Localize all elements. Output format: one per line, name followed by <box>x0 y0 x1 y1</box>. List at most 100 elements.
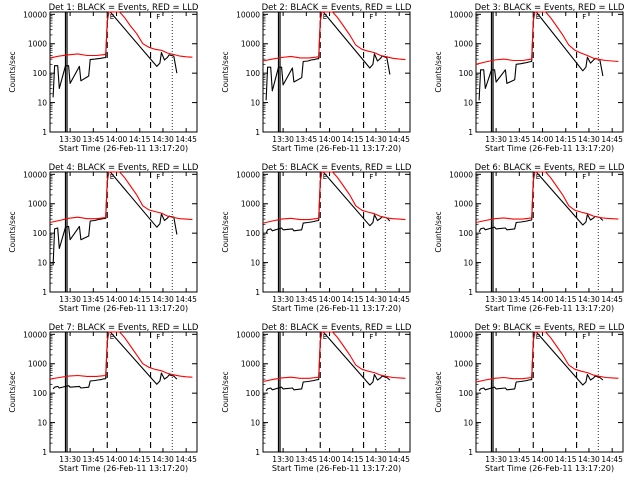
plot-frame <box>49 11 198 133</box>
y-tick-label: 10 <box>37 259 47 268</box>
x-tick-label: 14:30 <box>152 455 174 464</box>
annotation-E: E <box>536 333 540 341</box>
x-tick-label: 14:30 <box>578 455 600 464</box>
panel-title: Det 3: BLACK = Events, RED = LLD <box>475 3 625 13</box>
y-tick-label: 1000 <box>241 40 260 49</box>
plot-frame <box>49 331 198 453</box>
y-tick-label: 100 <box>459 69 474 78</box>
y-tick-label: 100 <box>33 69 48 78</box>
x-tick-label: 13:30 <box>485 295 507 304</box>
y-tick-label: 100 <box>33 229 48 238</box>
y-tick-label: 1000 <box>454 40 473 49</box>
y-tick-label: 10 <box>463 259 473 268</box>
y-tick-label: 10 <box>250 259 260 268</box>
y-tick-label: 10 <box>37 419 47 428</box>
annotation-E: E <box>110 173 114 181</box>
y-axis-label: Counts/sec <box>221 51 230 92</box>
y-tick-label: 1000 <box>28 40 47 49</box>
x-tick-label: 14:15 <box>555 135 577 144</box>
x-axis-label: Start Time (26-Feb-11 13:17:20) <box>272 304 401 313</box>
y-tick-label: 10000 <box>449 10 473 19</box>
x-tick-label: 14:15 <box>342 295 364 304</box>
series-line-black <box>478 171 604 233</box>
series-line-black <box>265 11 391 101</box>
annotation-F: F <box>369 13 373 21</box>
x-tick-label: 13:45 <box>509 455 531 464</box>
y-tick-label: 1 <box>42 288 47 297</box>
x-tick-label: 14:00 <box>319 455 341 464</box>
y-tick-label: 10000 <box>23 10 47 19</box>
y-tick-label: 10000 <box>236 10 260 19</box>
annotation-E: E <box>323 333 327 341</box>
x-tick-label: 14:45 <box>175 135 197 144</box>
x-tick-label: 13:30 <box>59 455 81 464</box>
y-tick-label: 100 <box>246 229 261 238</box>
x-tick-label: 13:30 <box>485 135 507 144</box>
x-tick-label: 13:45 <box>83 455 105 464</box>
x-tick-label: 14:15 <box>129 295 151 304</box>
x-tick-label: 14:30 <box>365 455 387 464</box>
plot-frame <box>475 11 624 133</box>
x-axis-label: Start Time (26-Feb-11 13:17:20) <box>59 144 188 153</box>
x-tick-label: 14:30 <box>152 295 174 304</box>
y-axis-label: Counts/sec <box>221 211 230 252</box>
series-line-red <box>49 11 193 59</box>
y-axis-label: Counts/sec <box>434 51 443 92</box>
plot-frame <box>262 331 411 453</box>
y-axis-label: Counts/sec <box>434 211 443 252</box>
x-tick-label: 13:45 <box>83 135 105 144</box>
y-tick-label: 10 <box>250 419 260 428</box>
panel-det-6: Det 6: BLACK = Events, RED = LLD 1 10 100 10… <box>434 163 625 313</box>
y-tick-label: 1 <box>468 128 473 137</box>
annotation-F: F <box>582 173 586 181</box>
x-tick-label: 13:30 <box>272 135 294 144</box>
y-tick-label: 10 <box>250 99 260 108</box>
x-tick-label: 13:30 <box>272 455 294 464</box>
annotation-E: E <box>536 173 540 181</box>
y-tick-label: 10000 <box>449 330 473 339</box>
y-tick-label: 10000 <box>23 170 47 179</box>
plot-frame <box>262 11 411 133</box>
annotation-E: E <box>323 173 327 181</box>
annotation-F: F <box>582 333 586 341</box>
x-tick-label: 13:45 <box>296 295 318 304</box>
series-line-red <box>475 331 619 383</box>
x-tick-label: 14:45 <box>175 455 197 464</box>
y-tick-label: 10 <box>37 99 47 108</box>
y-axis-label: Counts/sec <box>221 371 230 412</box>
x-tick-label: 13:45 <box>83 295 105 304</box>
x-tick-label: 14:15 <box>342 455 364 464</box>
plot-frame <box>262 171 411 293</box>
x-tick-label: 13:30 <box>59 135 81 144</box>
annotation-F: F <box>156 173 160 181</box>
series-line-black <box>52 331 178 390</box>
y-axis-label: Counts/sec <box>8 211 17 252</box>
y-tick-label: 10 <box>463 419 473 428</box>
plot-frame <box>475 171 624 293</box>
x-tick-label: 14:15 <box>129 455 151 464</box>
panel-title: Det 4: BLACK = Events, RED = LLD <box>49 163 199 173</box>
x-tick-label: 14:45 <box>388 455 410 464</box>
x-tick-label: 14:30 <box>365 295 387 304</box>
x-tick-label: 13:30 <box>59 295 81 304</box>
series-line-black <box>478 331 604 392</box>
y-tick-label: 1000 <box>28 360 47 369</box>
x-tick-label: 14:45 <box>601 455 623 464</box>
y-tick-label: 1000 <box>241 360 260 369</box>
x-tick-label: 14:00 <box>319 135 341 144</box>
x-tick-label: 14:15 <box>129 135 151 144</box>
x-tick-label: 14:30 <box>578 295 600 304</box>
y-tick-label: 100 <box>459 229 474 238</box>
annotation-F: F <box>582 13 586 21</box>
series-line-black <box>478 11 604 101</box>
panel-det-7: Det 7: BLACK = Events, RED = LLD 1 10 100 10… <box>8 323 199 473</box>
series-line-red <box>49 171 193 224</box>
series-line-red <box>262 11 406 62</box>
panel-title: Det 1: BLACK = Events, RED = LLD <box>49 3 199 13</box>
y-tick-label: 100 <box>246 389 261 398</box>
y-tick-label: 1 <box>255 448 260 457</box>
y-axis-label: Counts/sec <box>8 371 17 412</box>
x-tick-label: 13:30 <box>272 295 294 304</box>
annotation-F: F <box>369 333 373 341</box>
